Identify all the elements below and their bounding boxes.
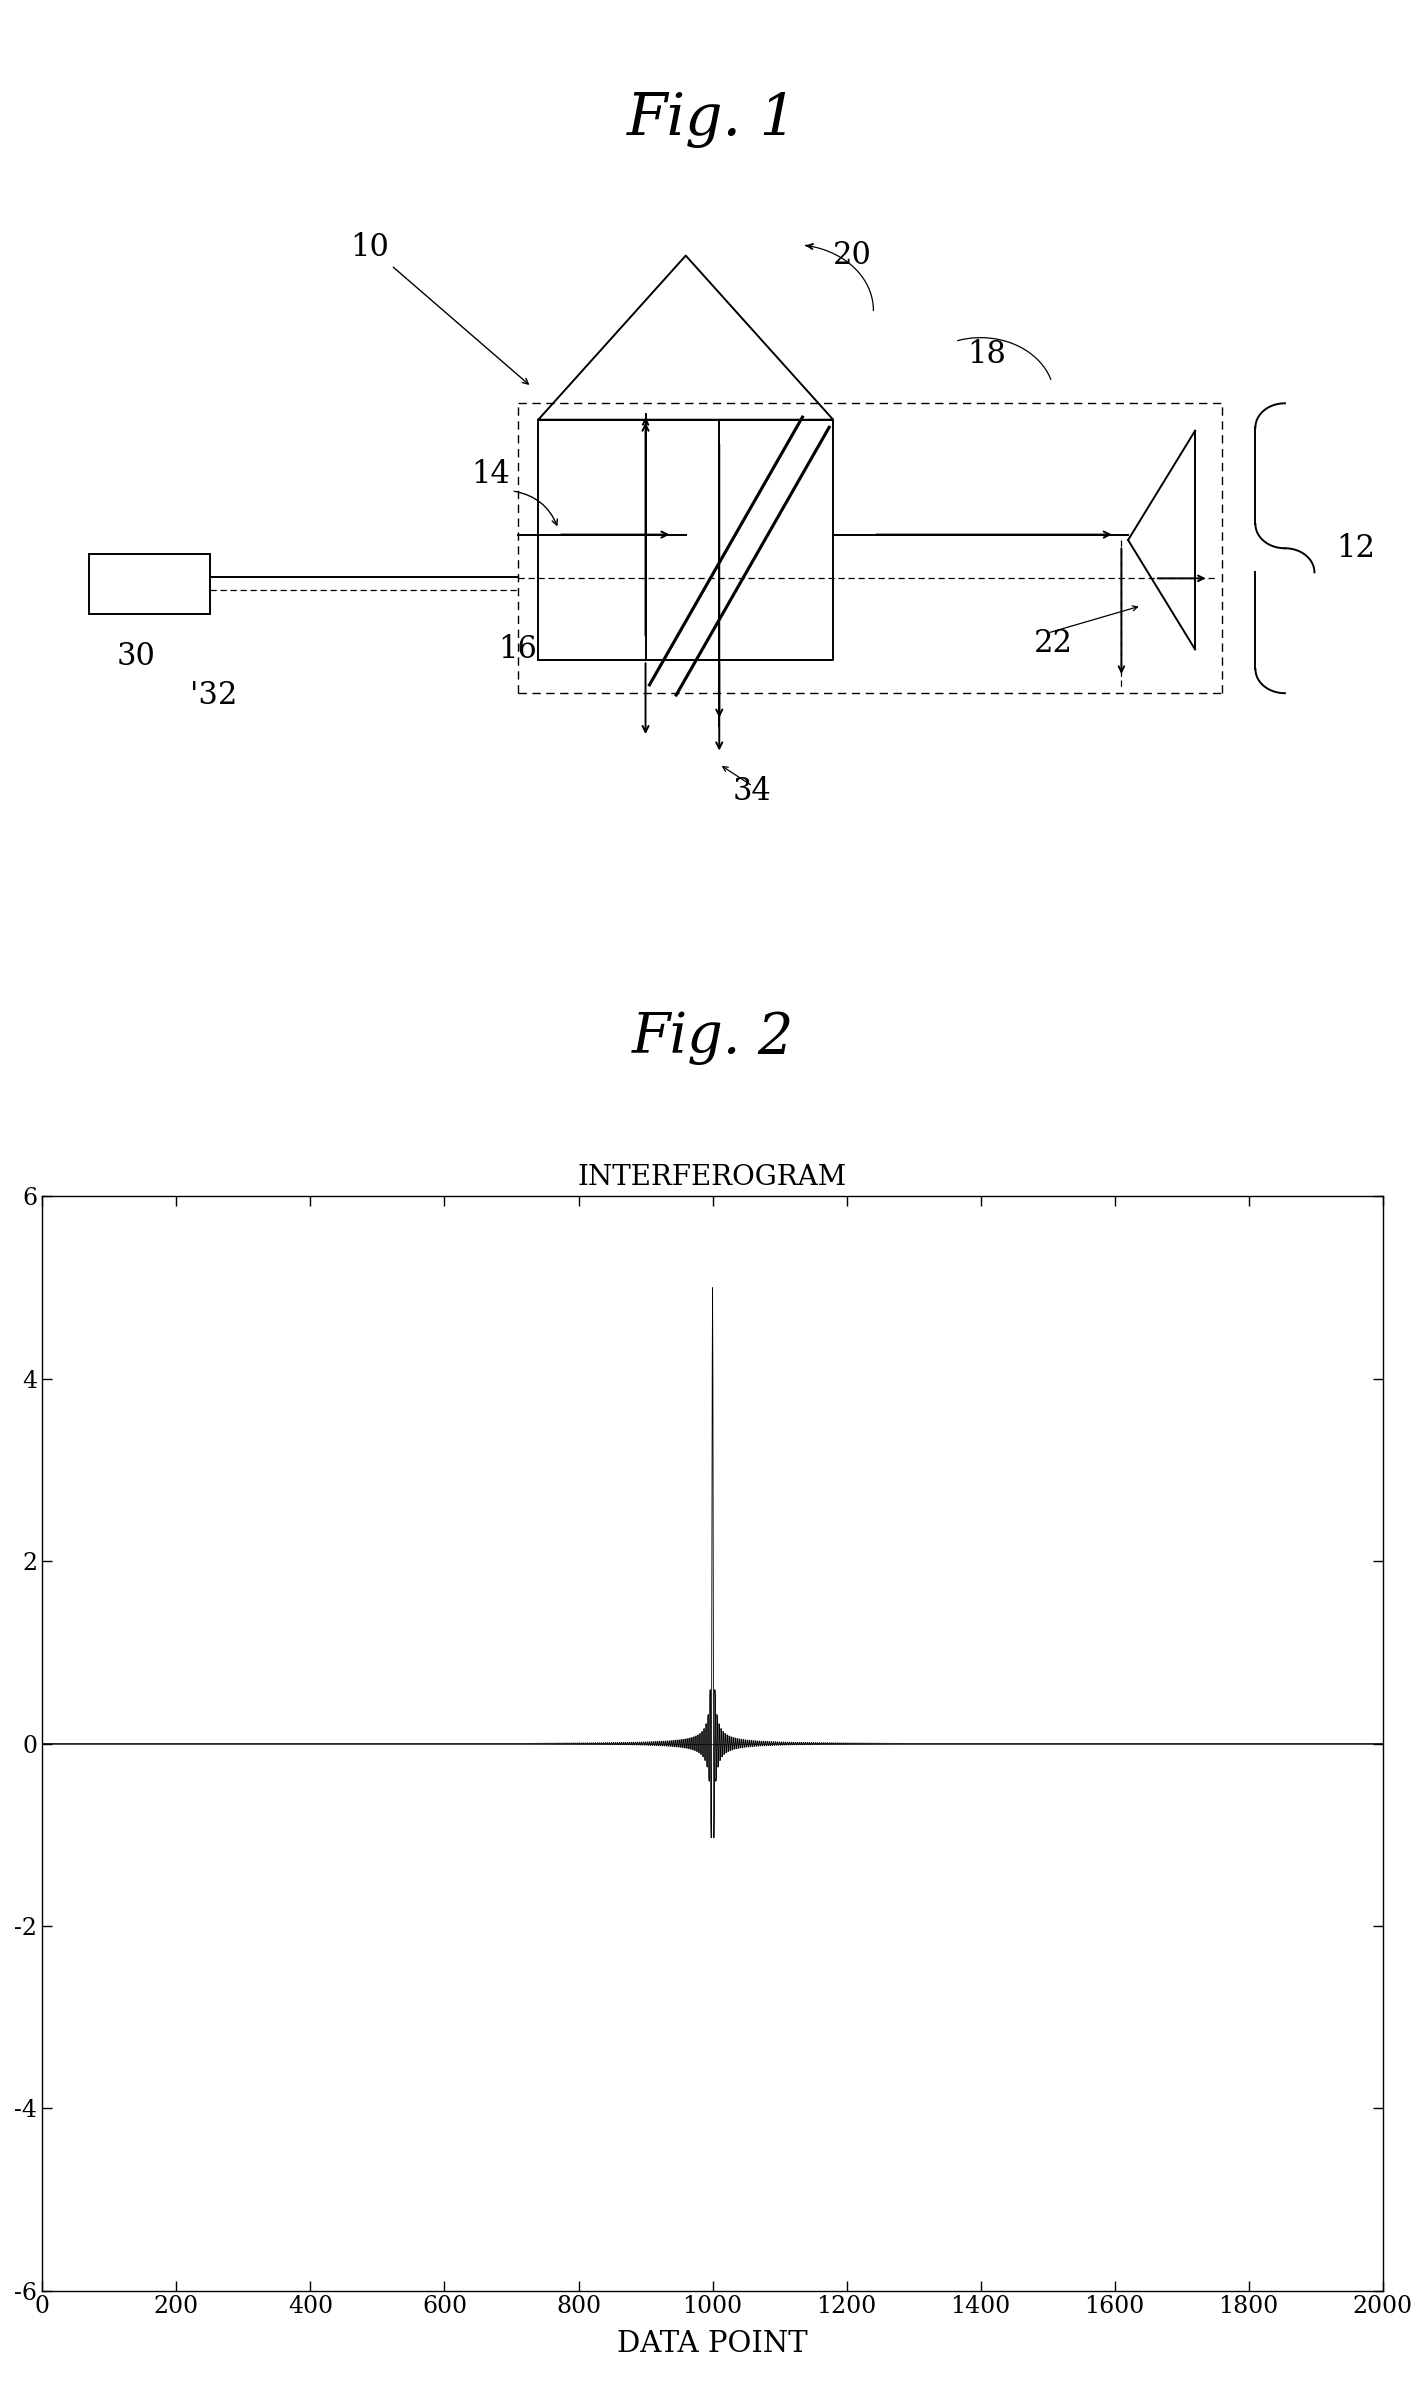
Text: 14: 14 bbox=[471, 458, 509, 489]
Text: '32: '32 bbox=[190, 680, 237, 711]
Bar bbox=[89, 554, 210, 613]
Title: INTERFEROGRAM: INTERFEROGRAM bbox=[579, 1164, 847, 1191]
X-axis label: DATA POINT: DATA POINT bbox=[617, 2329, 809, 2357]
Text: 22: 22 bbox=[1034, 628, 1074, 659]
Text: 34: 34 bbox=[732, 775, 772, 806]
Text: 16: 16 bbox=[498, 635, 538, 666]
Text: 30: 30 bbox=[117, 642, 155, 673]
Text: Fig. 2: Fig. 2 bbox=[632, 1012, 793, 1064]
Text: 10: 10 bbox=[350, 231, 528, 384]
Text: 18: 18 bbox=[968, 339, 1006, 370]
Text: 20: 20 bbox=[834, 241, 872, 272]
Text: 12: 12 bbox=[1336, 532, 1374, 563]
Text: Fig. 1: Fig. 1 bbox=[628, 91, 797, 148]
